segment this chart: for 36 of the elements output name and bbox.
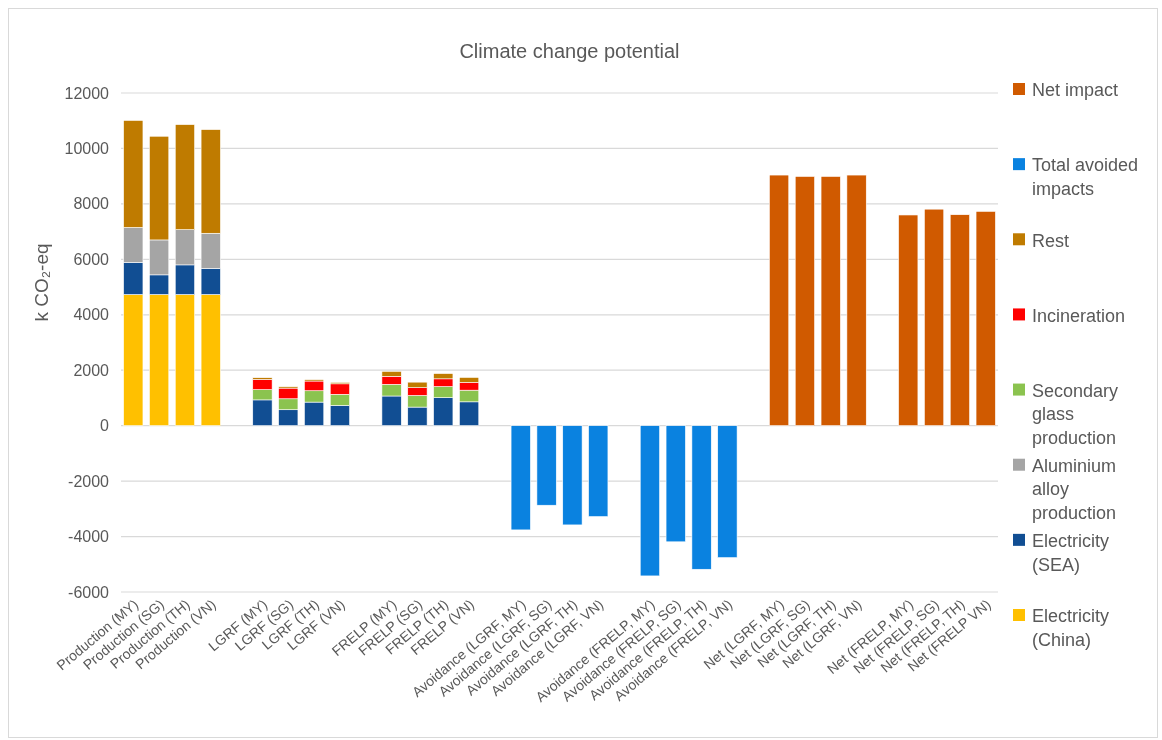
bar <box>898 214 919 426</box>
y-tick-label: 0 <box>100 417 110 435</box>
legend-label: Total avoided impacts <box>1032 155 1139 199</box>
legend-label: Electricity (China) <box>1032 606 1110 650</box>
legend-label: Secondary glass production <box>1032 380 1119 448</box>
y-tick-label: 12000 <box>64 84 110 102</box>
bar <box>510 425 531 531</box>
bar <box>794 176 815 426</box>
y-tick-label: 6000 <box>73 250 110 268</box>
bar <box>665 425 686 543</box>
y-tick-label: -6000 <box>68 583 110 601</box>
y-tick-label: 2000 <box>73 361 110 379</box>
y-tick-label: -4000 <box>68 528 110 546</box>
bar <box>769 174 790 426</box>
bar <box>588 425 609 517</box>
bar <box>562 425 583 526</box>
y-tick-label: 8000 <box>73 195 110 213</box>
y-tick-label: 10000 <box>64 140 110 158</box>
y-tick-label: 4000 <box>73 306 110 324</box>
legend-label: Electricity (SEA) <box>1032 531 1110 575</box>
legend-label: Rest <box>1032 230 1070 251</box>
bar <box>536 425 557 506</box>
y-axis-title: k CO₂-eq <box>31 243 52 322</box>
bar <box>639 425 660 577</box>
bar <box>924 208 945 426</box>
legend-label: Incineration <box>1032 305 1126 326</box>
legend-label: Aluminium alloy production <box>1032 456 1117 523</box>
bar <box>691 425 712 570</box>
y-tick-label: -2000 <box>68 472 110 490</box>
bar <box>949 214 970 426</box>
bar <box>820 176 841 426</box>
bar <box>975 211 996 426</box>
bar <box>717 425 738 558</box>
legend-label: Net impact <box>1032 80 1119 101</box>
chart-title: Climate change potential <box>459 40 680 62</box>
bar <box>846 174 867 426</box>
